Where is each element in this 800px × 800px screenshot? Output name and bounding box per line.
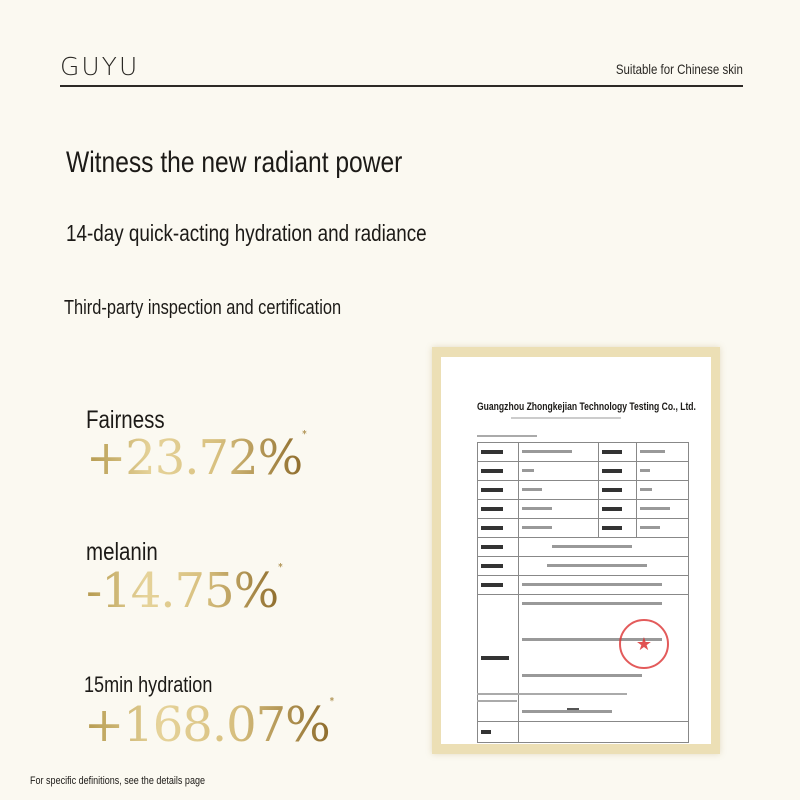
asterisk: *: [278, 563, 282, 573]
asterisk: *: [329, 697, 334, 707]
certificate-frame: Guangzhou Zhongkejian Technology Testing…: [432, 347, 720, 754]
footnote: For specific definitions, see the detail…: [30, 775, 205, 787]
certification-heading: Third-party inspection and certification: [64, 297, 342, 319]
stat-value-hydration: +168.07%*: [84, 697, 334, 753]
stat-label-hydration: 15min hydration: [84, 672, 213, 697]
brand-logo: GUYU: [60, 52, 140, 81]
headline: Witness the new radiant power: [66, 146, 403, 179]
stat-value-fairness: +23.72%*: [86, 430, 306, 486]
red-seal-star-icon: ★: [619, 619, 669, 669]
certificate-company: Guangzhou Zhongkejian Technology Testing…: [477, 401, 696, 413]
tagline: Suitable for Chinese skin: [616, 61, 743, 77]
address-line: [477, 693, 627, 695]
company-subtitle: [511, 417, 621, 419]
asterisk: *: [302, 430, 306, 440]
certificate-table: [477, 442, 690, 743]
certificate-document: Guangzhou Zhongkejian Technology Testing…: [441, 357, 711, 744]
stat-value: +168.07%: [84, 697, 330, 753]
stat-label-melanin: melanin: [86, 538, 158, 566]
report-number: [477, 435, 537, 437]
stat-value: +23.72%: [86, 430, 303, 486]
page-number: [567, 708, 579, 710]
stat-value: -14.75%: [86, 563, 279, 619]
header-divider: [60, 85, 743, 87]
phone-line: [477, 700, 517, 702]
stat-value-melanin: -14.75%*: [86, 563, 282, 619]
subheadline: 14-day quick-acting hydration and radian…: [66, 220, 427, 246]
stat-label-fairness: Fairness: [86, 406, 165, 434]
